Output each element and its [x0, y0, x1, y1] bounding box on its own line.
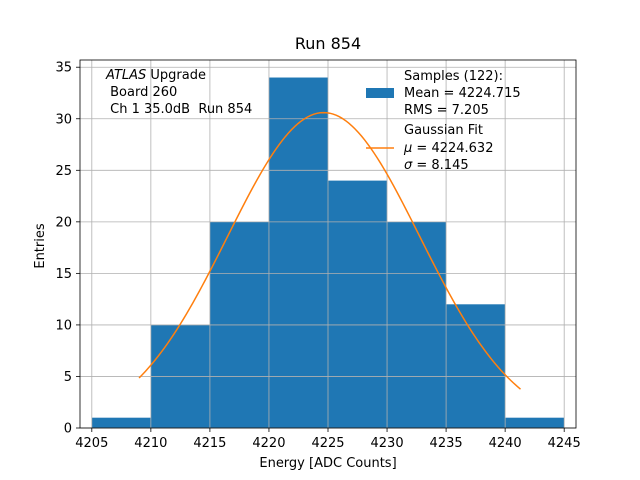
- svg-text:μ = 4224.632: μ = 4224.632: [403, 141, 493, 156]
- legend-fit-sigma-symbol: σ: [404, 158, 413, 173]
- x-tick-label: 4245: [548, 436, 581, 451]
- svg-text:σ = 8.145: σ = 8.145: [404, 158, 469, 173]
- info-annotation: ATLAS Upgrade Board 260 Ch 1 35.0dB Run …: [105, 68, 252, 117]
- gaussian-fit-curve: [138, 111, 521, 390]
- x-tick-label: 4235: [430, 436, 463, 451]
- fit-curve-group: [138, 111, 521, 390]
- legend-fit-name: Gaussian Fit: [404, 123, 483, 138]
- x-tick-label: 4220: [252, 436, 285, 451]
- annotation-upgrade: Upgrade: [146, 68, 206, 83]
- annotation-board: Board 260: [106, 85, 177, 100]
- y-tick-label: 30: [55, 112, 72, 127]
- x-tick-label: 4205: [75, 436, 108, 451]
- annotation-atlas: ATLAS: [105, 68, 146, 83]
- histogram-bar: [446, 304, 506, 428]
- svg-text:ATLAS Upgrade: ATLAS Upgrade: [105, 68, 206, 83]
- legend-samples-count: Samples (122):: [404, 69, 503, 84]
- axis-ticks: 4205 4210 4215 4220 4225 4230 4235 4240 4245 0 5 10…: [55, 61, 580, 451]
- y-tick-label: 10: [55, 318, 72, 333]
- y-axis-label: Entries: [33, 223, 48, 269]
- legend-fit-mu-symbol: μ: [403, 141, 412, 156]
- histogram-bar: [91, 417, 151, 428]
- x-tick-label: 4210: [134, 436, 167, 451]
- histogram-bar: [505, 417, 565, 428]
- legend-samples-swatch: [366, 88, 394, 98]
- chart-title: Run 854: [295, 34, 361, 53]
- y-tick-label: 25: [55, 164, 72, 179]
- legend-fit-sigma-value: = 8.145: [412, 158, 468, 173]
- histogram-bar: [328, 180, 388, 428]
- x-tick-label: 4240: [489, 436, 522, 451]
- y-tick-label: 0: [64, 422, 72, 437]
- histogram-bar: [268, 77, 328, 429]
- x-axis-label: Energy [ADC Counts]: [259, 456, 396, 471]
- x-tick-label: 4215: [193, 436, 226, 451]
- legend-fit-mu-value: = 4224.632: [412, 141, 493, 156]
- y-tick-label: 35: [55, 61, 72, 76]
- grid: [80, 60, 576, 429]
- y-tick-label: 5: [64, 370, 72, 385]
- annotation-channel: Ch 1 35.0dB Run 854: [106, 102, 252, 117]
- y-tick-label: 20: [55, 215, 72, 230]
- x-tick-label: 4225: [311, 436, 344, 451]
- x-tick-label: 4230: [371, 436, 404, 451]
- legend: Samples (122): Mean = 4224.715 RMS = 7.2…: [366, 69, 521, 173]
- y-tick-label: 15: [55, 267, 72, 282]
- legend-samples-mean: Mean = 4224.715: [404, 86, 521, 101]
- legend-samples-rms: RMS = 7.205: [404, 103, 489, 118]
